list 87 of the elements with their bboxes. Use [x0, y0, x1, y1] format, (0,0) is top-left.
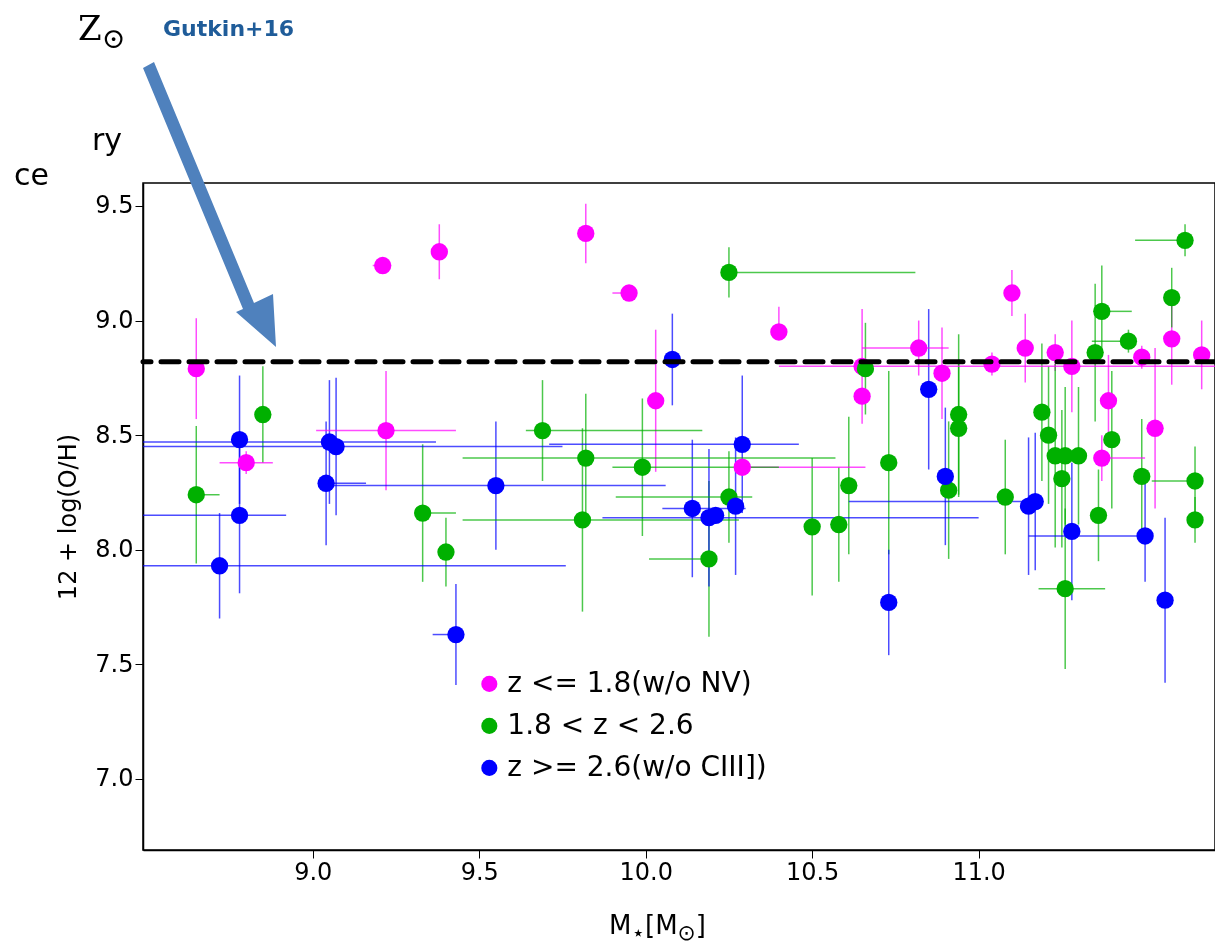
text: Gutkin+16	[163, 16, 295, 41]
point	[880, 453, 898, 472]
point	[803, 518, 821, 536]
legend-label: 1.8 < z < 2.6	[507, 707, 694, 741]
point	[933, 364, 951, 382]
point	[533, 421, 552, 440]
point	[573, 511, 592, 529]
point	[1099, 392, 1118, 410]
point	[1146, 419, 1164, 437]
point	[1163, 330, 1181, 348]
text: ce	[14, 157, 49, 192]
y-tick-label: 9.5	[95, 191, 134, 220]
point	[726, 497, 745, 515]
point	[1026, 492, 1044, 511]
point	[1053, 470, 1071, 488]
y-tick-label: 8.5	[95, 420, 134, 449]
legend-label: z >= 2.6(w/o CIII])	[507, 749, 767, 783]
point	[840, 476, 858, 495]
point	[187, 486, 205, 504]
point	[720, 263, 738, 282]
point	[1063, 522, 1081, 541]
x-tick-label: 10.5	[785, 857, 840, 886]
point	[1069, 447, 1088, 465]
point	[230, 431, 249, 449]
x-tick-label: 9.0	[294, 857, 333, 886]
point	[936, 467, 954, 486]
point	[1163, 288, 1181, 307]
y-tick-label: 7.0	[95, 764, 134, 793]
x-tick-label: 9.5	[460, 857, 499, 886]
point	[437, 543, 455, 561]
point	[430, 243, 448, 261]
point	[910, 339, 928, 357]
point	[1016, 339, 1034, 357]
x-axis-title: M$_{⋆}$[M$_{⊙}$]	[609, 910, 706, 946]
point	[1176, 231, 1194, 249]
point	[237, 453, 255, 472]
y-axis-title: 12 + log(O/H)	[54, 433, 83, 601]
point	[996, 488, 1014, 506]
point	[830, 515, 848, 534]
point	[1086, 343, 1104, 362]
point	[683, 499, 701, 518]
point	[447, 625, 465, 644]
point	[770, 323, 788, 341]
point	[949, 419, 968, 437]
point	[487, 476, 505, 495]
point	[880, 593, 898, 612]
point	[1033, 403, 1051, 421]
point	[577, 449, 595, 467]
point	[1093, 302, 1111, 320]
point	[1133, 467, 1151, 486]
point	[1089, 506, 1108, 524]
text: Z$_{⊙}$	[78, 8, 126, 55]
point	[1056, 580, 1074, 598]
y-tick-label: 7.5	[95, 649, 134, 678]
point	[1046, 343, 1064, 362]
point	[733, 458, 751, 476]
y-tick-label: 8.0	[95, 535, 134, 564]
point	[700, 550, 718, 568]
point	[633, 458, 652, 476]
point	[1003, 284, 1021, 302]
point	[1093, 449, 1111, 467]
legend-label: z <= 1.8(w/o NV)	[507, 665, 752, 699]
point	[413, 504, 432, 522]
point	[733, 435, 751, 453]
y-tick-label: 9.0	[95, 306, 134, 335]
point	[1156, 591, 1174, 609]
point	[377, 421, 395, 440]
point	[620, 284, 638, 302]
point	[1103, 431, 1121, 449]
point	[647, 392, 665, 410]
point	[254, 405, 272, 424]
point	[920, 380, 938, 398]
point	[1136, 527, 1154, 545]
text: ry	[92, 122, 123, 157]
point	[230, 506, 249, 524]
point	[853, 387, 871, 405]
point	[327, 437, 345, 456]
point	[1186, 511, 1204, 529]
x-tick-label: 10.0	[619, 857, 673, 886]
point	[374, 256, 392, 275]
point	[577, 224, 595, 243]
point	[317, 474, 335, 492]
point	[1186, 472, 1204, 490]
x-tick-label: 11.0	[952, 857, 1006, 886]
point	[1039, 426, 1058, 444]
point	[210, 557, 229, 575]
point	[1119, 332, 1138, 350]
